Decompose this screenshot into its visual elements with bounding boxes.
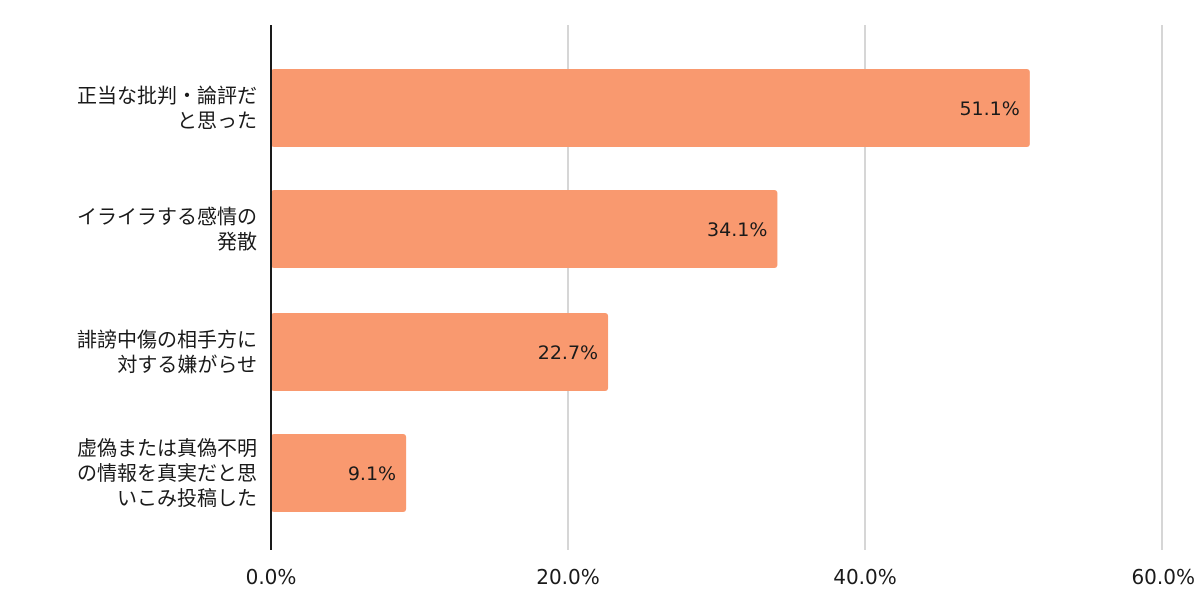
x-tick-label: 20.0% bbox=[536, 565, 600, 589]
category-label-line: の情報を真実だと思 bbox=[77, 461, 257, 485]
category-label: イライラする感情の発散 bbox=[77, 205, 257, 254]
x-tick-label: 60.0% bbox=[1131, 565, 1195, 589]
category-label-line: イライラする感情の bbox=[77, 205, 257, 229]
category-label-line: 発散 bbox=[217, 230, 257, 254]
bar bbox=[271, 313, 609, 391]
bar bbox=[271, 190, 778, 268]
category-label-line: 虚偽または真偽不明 bbox=[77, 436, 257, 460]
category-label-line: と思った bbox=[177, 109, 257, 133]
category-label-line: 誹謗中傷の相手方に bbox=[77, 328, 257, 352]
category-labels: 正当な批判・論評だと思ったイライラする感情の発散誹謗中傷の相手方に対する嫌がらせ… bbox=[77, 84, 257, 511]
category-label: 虚偽または真偽不明の情報を真実だと思いこみ投稿した bbox=[77, 436, 257, 510]
bar bbox=[271, 69, 1030, 147]
category-label-line: 正当な批判・論評だ bbox=[77, 84, 257, 108]
x-tick-labels: 0.0% 20.0% 40.0% 60.0% bbox=[246, 565, 1195, 589]
data-label: 51.1% bbox=[959, 98, 1019, 120]
x-tick-label: 40.0% bbox=[833, 565, 897, 589]
category-label: 正当な批判・論評だと思った bbox=[77, 84, 257, 133]
category-label-line: 対する嫌がらせ bbox=[117, 353, 257, 377]
category-label-line: いこみ投稿した bbox=[117, 486, 257, 510]
x-tick-label: 0.0% bbox=[246, 565, 297, 589]
value-labels: 51.1% 34.1% 22.7% 9.1% bbox=[348, 98, 1020, 485]
data-label: 22.7% bbox=[538, 342, 598, 364]
category-label: 誹謗中傷の相手方に対する嫌がらせ bbox=[77, 328, 257, 377]
data-label: 34.1% bbox=[707, 219, 767, 241]
data-label: 9.1% bbox=[348, 463, 396, 485]
bars bbox=[271, 69, 1030, 512]
bar bbox=[271, 434, 407, 512]
